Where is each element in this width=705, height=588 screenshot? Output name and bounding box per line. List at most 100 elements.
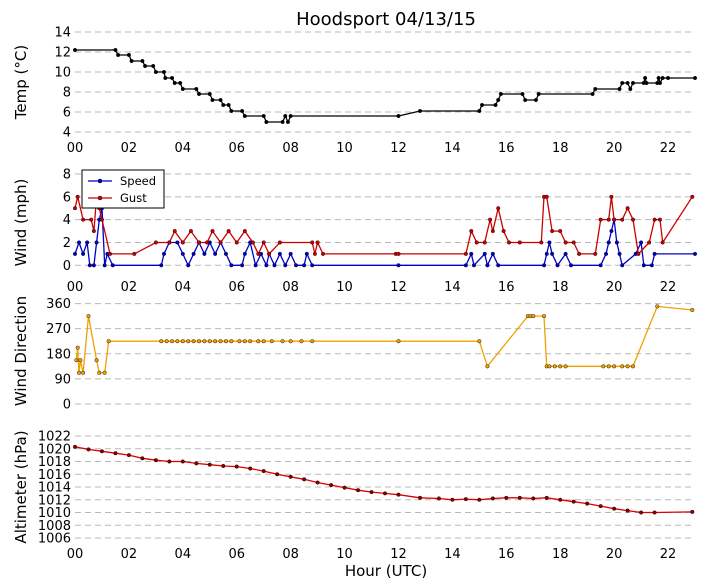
- data-point-dir-0-48: [612, 364, 617, 369]
- data-point-temp-0-25: [261, 113, 266, 118]
- data-point-wind-0-24: [223, 251, 228, 256]
- y-tick-label-wind-3: 6: [63, 190, 71, 205]
- data-point-alt-0-41: [639, 510, 644, 515]
- data-point-temp-0-21: [226, 102, 231, 107]
- data-point-wind-0-11: [110, 263, 115, 268]
- data-point-wind-1-50: [577, 251, 582, 256]
- data-point-wind-1-18: [218, 240, 223, 245]
- data-point-temp-0-56: [666, 75, 671, 80]
- data-point-dir-0-2: [77, 370, 82, 375]
- data-point-temp-0-47: [628, 86, 633, 91]
- data-point-alt-0-38: [598, 504, 603, 509]
- data-point-wind-1-56: [620, 217, 625, 222]
- data-point-wind-0-54: [563, 251, 568, 256]
- data-point-temp-0-50: [643, 75, 648, 80]
- data-point-temp-0-46: [625, 80, 630, 85]
- y-tick-label-wind-4: 8: [63, 168, 71, 183]
- data-point-wind-0-59: [609, 229, 614, 234]
- data-point-alt-0-7: [167, 459, 172, 464]
- data-point-dir-0-17: [196, 339, 201, 344]
- data-point-wind-1-15: [196, 240, 201, 245]
- x-tick-label-wind-8: 16: [498, 280, 515, 295]
- data-point-dir-0-15: [186, 339, 191, 344]
- data-point-wind-1-48: [563, 240, 568, 245]
- data-point-wind-0-48: [496, 263, 501, 268]
- y-tick-label-alt-5: 1016: [38, 468, 71, 483]
- x-tick-label-alt-8: 16: [498, 547, 515, 562]
- data-point-wind-1-61: [652, 217, 657, 222]
- y-tick-label-dir-4: 360: [46, 297, 71, 312]
- data-point-temp-0-18: [210, 97, 215, 102]
- data-point-dir-0-1: [75, 345, 80, 350]
- data-point-temp-0-12: [172, 80, 177, 85]
- data-point-wind-1-49: [571, 240, 576, 245]
- data-point-alt-0-9: [194, 461, 199, 466]
- data-point-wind-1-51: [593, 251, 598, 256]
- x-tick-label-temp-5: 10: [336, 141, 353, 156]
- x-tick-label-alt-1: 02: [121, 547, 138, 562]
- data-point-wind-1-9: [132, 251, 137, 256]
- y-tick-label-wind-1: 2: [63, 236, 71, 251]
- data-point-wind-1-21: [242, 229, 247, 234]
- data-point-dir-0-21: [218, 339, 223, 344]
- y-tick-label-wind-2: 4: [63, 213, 71, 228]
- data-point-alt-0-20: [342, 485, 347, 490]
- x-tick-label-wind-4: 08: [282, 280, 299, 295]
- data-point-alt-0-32: [517, 495, 522, 500]
- data-point-temp-0-31: [396, 113, 401, 118]
- data-point-dir-0-19: [207, 339, 212, 344]
- data-point-wind-0-65: [639, 240, 644, 245]
- data-point-wind-0-37: [294, 263, 299, 268]
- data-point-alt-0-25: [418, 495, 423, 500]
- data-point-wind-0-61: [614, 240, 619, 245]
- data-point-wind-1-36: [482, 240, 487, 245]
- x-tick-label-alt-9: 18: [552, 547, 569, 562]
- data-point-wind-1-4: [91, 229, 96, 234]
- data-point-wind-0-57: [604, 251, 609, 256]
- data-point-wind-1-3: [89, 217, 94, 222]
- data-point-dir-0-9: [106, 339, 111, 344]
- data-point-wind-1-28: [312, 251, 317, 256]
- data-point-wind-0-18: [191, 251, 196, 256]
- data-point-temp-0-42: [590, 91, 595, 96]
- data-point-temp-0-10: [163, 75, 168, 80]
- data-point-alt-0-8: [180, 459, 185, 464]
- data-point-wind-1-24: [261, 240, 266, 245]
- data-point-wind-0-9: [102, 263, 107, 268]
- series-line-alt-0: [74, 446, 693, 514]
- data-point-temp-0-1: [113, 48, 118, 53]
- data-point-alt-0-15: [275, 472, 280, 477]
- data-point-alt-0-29: [477, 497, 482, 502]
- data-point-alt-0-21: [356, 488, 361, 493]
- data-point-alt-0-6: [153, 458, 158, 463]
- data-point-dir-0-43: [552, 364, 557, 369]
- panel-temp: 4 6 8 10 12 14 Temp (°C) 00 02 04 06 08 10 12 14 16 18 20…: [12, 26, 698, 156]
- data-point-dir-0-36: [485, 364, 490, 369]
- data-point-dir-0-14: [180, 339, 185, 344]
- legend-marker-0: [97, 178, 103, 184]
- data-point-wind-0-3: [85, 240, 90, 245]
- data-point-wind-1-23: [256, 251, 261, 256]
- data-point-alt-0-26: [436, 496, 441, 501]
- x-tick-label-alt-2: 04: [175, 547, 192, 562]
- x-tick-label-temp-7: 14: [444, 141, 461, 156]
- y-tick-label-temp-0: 4: [63, 126, 71, 141]
- y-axis-label-dir: Wind Direction: [12, 296, 30, 406]
- x-tick-label-temp-9: 18: [552, 141, 569, 156]
- data-point-wind-1-62: [657, 217, 662, 222]
- series-line-wind-0: [74, 208, 695, 268]
- data-point-dir-0-28: [261, 339, 266, 344]
- data-point-wind-0-22: [213, 251, 218, 256]
- x-tick-label-temp-4: 08: [282, 141, 299, 156]
- data-point-wind-1-12: [172, 229, 177, 234]
- data-point-wind-0-44: [471, 263, 476, 268]
- data-point-temp-0-28: [283, 113, 288, 118]
- x-tick-label-temp-11: 22: [660, 141, 677, 156]
- data-point-temp-0-0: [72, 48, 77, 53]
- data-point-wind-1-2: [81, 217, 86, 222]
- data-point-wind-0-17: [186, 263, 191, 268]
- data-point-wind-1-7: [99, 217, 104, 222]
- data-point-temp-0-30: [288, 113, 293, 118]
- data-point-dir-0-12: [170, 339, 175, 344]
